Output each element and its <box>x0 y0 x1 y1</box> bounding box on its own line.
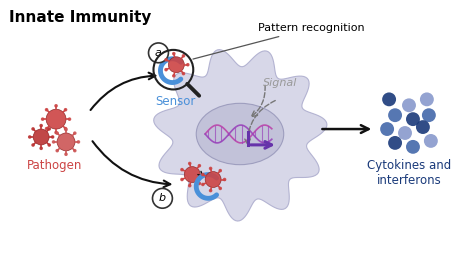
Circle shape <box>201 183 205 186</box>
Circle shape <box>39 147 43 150</box>
Circle shape <box>388 136 402 150</box>
Text: Signal: Signal <box>263 77 297 88</box>
Circle shape <box>64 128 68 131</box>
Circle shape <box>64 127 67 130</box>
Circle shape <box>205 172 221 187</box>
Circle shape <box>47 127 51 131</box>
Circle shape <box>52 140 55 144</box>
Circle shape <box>184 167 200 182</box>
Circle shape <box>198 164 201 167</box>
Circle shape <box>55 131 59 135</box>
Circle shape <box>182 72 185 75</box>
Circle shape <box>64 108 67 112</box>
Circle shape <box>388 108 402 122</box>
Circle shape <box>402 98 416 112</box>
Circle shape <box>209 189 212 193</box>
Circle shape <box>202 173 206 176</box>
Circle shape <box>420 92 434 106</box>
Circle shape <box>153 189 173 208</box>
Circle shape <box>55 149 59 152</box>
Circle shape <box>424 134 438 148</box>
Circle shape <box>219 187 222 190</box>
Circle shape <box>198 182 201 185</box>
Circle shape <box>57 133 75 151</box>
Circle shape <box>188 184 191 187</box>
Circle shape <box>186 63 190 66</box>
Text: Pathogen: Pathogen <box>27 159 82 172</box>
Circle shape <box>219 169 222 172</box>
Circle shape <box>73 149 77 152</box>
Ellipse shape <box>196 103 284 165</box>
Text: a: a <box>155 48 162 58</box>
Circle shape <box>172 74 175 78</box>
Circle shape <box>164 68 168 72</box>
Circle shape <box>46 109 66 129</box>
Circle shape <box>180 168 184 171</box>
Circle shape <box>416 120 430 134</box>
Circle shape <box>45 108 48 112</box>
Circle shape <box>223 178 227 181</box>
Circle shape <box>64 152 68 156</box>
Polygon shape <box>154 50 327 221</box>
Circle shape <box>148 43 168 63</box>
Circle shape <box>45 127 48 130</box>
Circle shape <box>382 92 396 106</box>
Circle shape <box>73 131 77 135</box>
Text: Innate Immunity: Innate Immunity <box>9 10 152 25</box>
Circle shape <box>55 104 58 108</box>
Circle shape <box>55 131 58 134</box>
Circle shape <box>180 178 184 181</box>
Circle shape <box>422 108 436 122</box>
Circle shape <box>77 140 80 144</box>
Circle shape <box>51 135 55 139</box>
Circle shape <box>188 162 191 165</box>
Circle shape <box>39 124 43 127</box>
Circle shape <box>380 122 394 136</box>
Circle shape <box>406 112 420 126</box>
Circle shape <box>41 117 45 121</box>
Text: b: b <box>159 193 166 203</box>
Circle shape <box>68 117 71 121</box>
Circle shape <box>406 140 420 154</box>
Circle shape <box>209 167 212 170</box>
Circle shape <box>182 54 185 58</box>
Circle shape <box>164 58 168 62</box>
Circle shape <box>47 143 51 147</box>
Text: Sensor: Sensor <box>155 95 196 108</box>
Circle shape <box>172 52 175 56</box>
Circle shape <box>33 129 49 145</box>
Circle shape <box>168 57 184 73</box>
Circle shape <box>28 135 31 139</box>
Text: Cytokines and
interferons: Cytokines and interferons <box>367 159 451 187</box>
Circle shape <box>31 143 35 147</box>
Circle shape <box>201 173 205 176</box>
Text: Pattern recognition: Pattern recognition <box>193 23 365 59</box>
Circle shape <box>31 127 35 131</box>
Circle shape <box>398 126 412 140</box>
